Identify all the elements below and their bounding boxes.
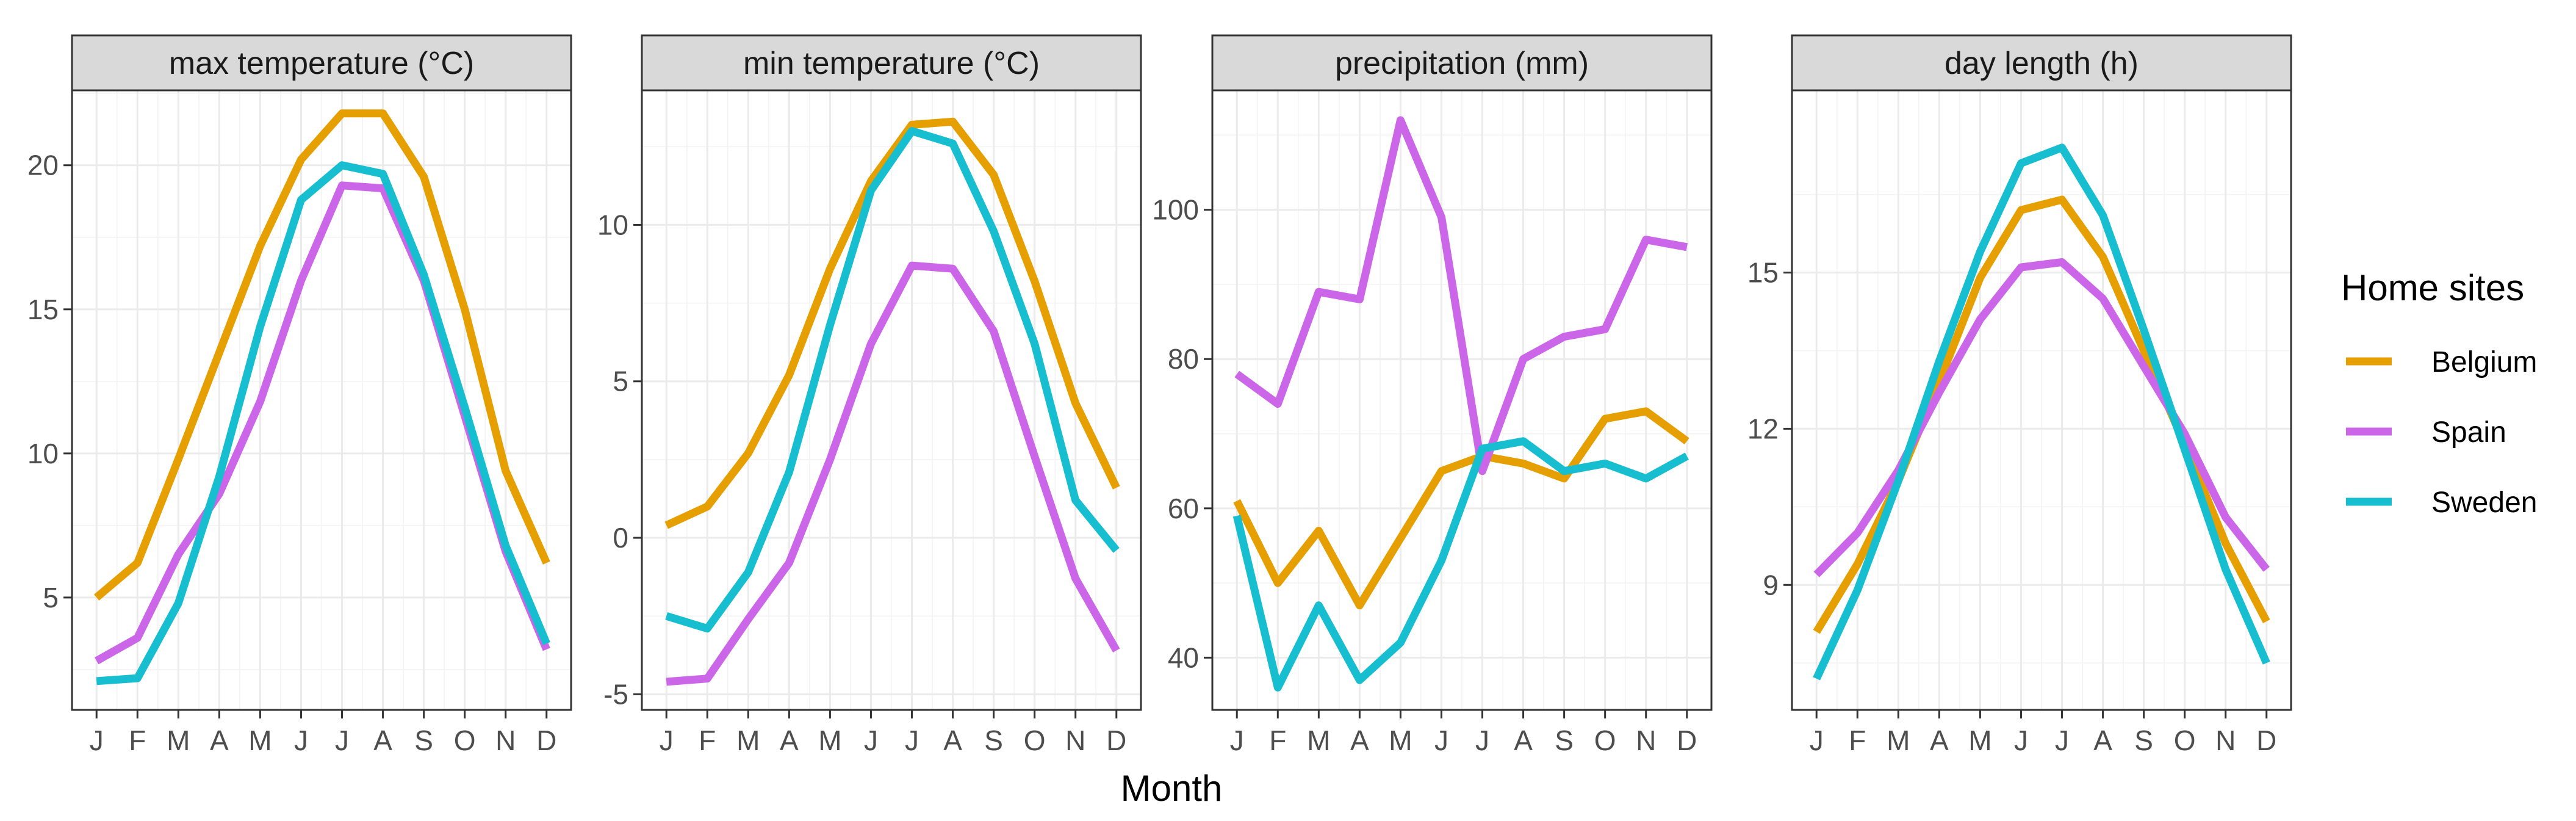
facet-strip: [641, 34, 1142, 92]
x-tick-label: J: [294, 725, 308, 756]
y-tick-label: 15: [1747, 257, 1779, 289]
x-tick-label: J: [1230, 725, 1244, 756]
x-tick-label: J: [90, 725, 104, 756]
x-tick-label: J: [2055, 725, 2069, 756]
x-tick-label: J: [1475, 725, 1489, 756]
x-tick-label: M: [1307, 725, 1330, 756]
legend-label-belgium: Belgium: [2431, 346, 2537, 378]
x-tick-label: A: [780, 725, 799, 756]
x-tick-label: A: [2093, 725, 2112, 756]
y-tick-label: 100: [1152, 194, 1199, 226]
x-tick-label: M: [818, 725, 841, 756]
y-tick-label: -5: [603, 678, 628, 710]
legend-label-spain: Spain: [2431, 416, 2506, 449]
series-line-belgium: [1233, 407, 1689, 610]
x-tick-label: J: [335, 725, 349, 756]
x-tick-label: J: [660, 725, 674, 756]
series-line-belgium: [664, 117, 1120, 529]
x-tick-label: N: [2215, 725, 2236, 756]
x-tick-label: F: [1269, 725, 1286, 756]
x-tick-label: D: [536, 725, 556, 756]
y-tick-label: 80: [1168, 343, 1199, 375]
legend-title: Home sites: [2341, 267, 2524, 308]
x-tick-label: F: [129, 725, 146, 756]
x-tick-label: M: [248, 725, 272, 756]
x-tick-label: J: [2014, 725, 2028, 756]
y-tick-label: 9: [1763, 569, 1779, 601]
series-line-spain: [1234, 116, 1688, 476]
series-line-spain: [1813, 258, 2270, 577]
x-tick-label: N: [1636, 725, 1656, 756]
series-line-sweden: [1232, 437, 1689, 692]
series-line-sweden: [1813, 143, 2270, 681]
series-line-sweden: [665, 127, 1120, 633]
facet-strip: [1211, 34, 1713, 92]
y-tick-label: 20: [27, 150, 59, 181]
facet-strip-title: precipitation (mm): [1335, 46, 1589, 81]
y-tick-label: 40: [1168, 642, 1199, 673]
x-tick-label: D: [1677, 725, 1697, 756]
x-tick-label: M: [1389, 725, 1412, 756]
x-tick-label: N: [495, 725, 516, 756]
x-tick-label: O: [1594, 725, 1616, 756]
x-tick-label: J: [1434, 725, 1448, 756]
x-tick-label: O: [2174, 725, 2196, 756]
x-tick-label: S: [984, 725, 1003, 756]
x-tick-label: S: [2134, 725, 2153, 756]
legend: Home sites Belgium Spain Sweden: [2341, 267, 2537, 519]
x-tick-label: S: [414, 725, 433, 756]
facet-strip-title: day length (h): [1945, 46, 2139, 81]
y-tick-label: 5: [613, 366, 628, 397]
x-tick-label: O: [1024, 725, 1046, 756]
x-tick-label: A: [943, 725, 962, 756]
x-tick-label: A: [1350, 725, 1369, 756]
x-tick-label: M: [1887, 725, 1910, 756]
x-tick-label: A: [373, 725, 392, 756]
facet-strip-title: max temperature (°C): [169, 46, 474, 81]
facet-strip: [71, 34, 572, 92]
x-tick-label: O: [454, 725, 476, 756]
x-tick-label: D: [2256, 725, 2276, 756]
x-axis-title: Month: [1121, 768, 1223, 809]
x-tick-label: J: [905, 725, 919, 756]
x-tick-label: A: [210, 725, 229, 756]
x-tick-label: D: [1106, 725, 1126, 756]
y-tick-label: 5: [43, 582, 59, 613]
y-tick-label: 10: [597, 209, 628, 241]
y-tick-label: 12: [1747, 413, 1779, 444]
y-tick-label: 10: [27, 438, 59, 469]
x-tick-label: A: [1514, 725, 1533, 756]
legend-label-sweden: Sweden: [2431, 486, 2537, 519]
x-tick-label: F: [699, 725, 716, 756]
x-tick-label: M: [167, 725, 190, 756]
facet-strip-title: min temperature (°C): [743, 46, 1040, 81]
x-tick-label: M: [1968, 725, 1991, 756]
x-tick-label: S: [1555, 725, 1574, 756]
y-tick-label: 15: [27, 294, 59, 325]
facet-strip: [1791, 34, 2292, 92]
series-line-spain: [666, 261, 1120, 686]
x-tick-label: M: [736, 725, 760, 756]
x-tick-label: J: [1810, 725, 1824, 756]
x-tick-label: F: [1849, 725, 1866, 756]
y-tick-label: 0: [613, 522, 628, 554]
x-tick-label: N: [1065, 725, 1085, 756]
series-line-belgium: [94, 109, 550, 601]
series-line-sweden: [96, 161, 550, 685]
x-tick-label: A: [1930, 725, 1949, 756]
y-tick-label: 60: [1168, 493, 1199, 524]
x-tick-label: J: [864, 725, 878, 756]
